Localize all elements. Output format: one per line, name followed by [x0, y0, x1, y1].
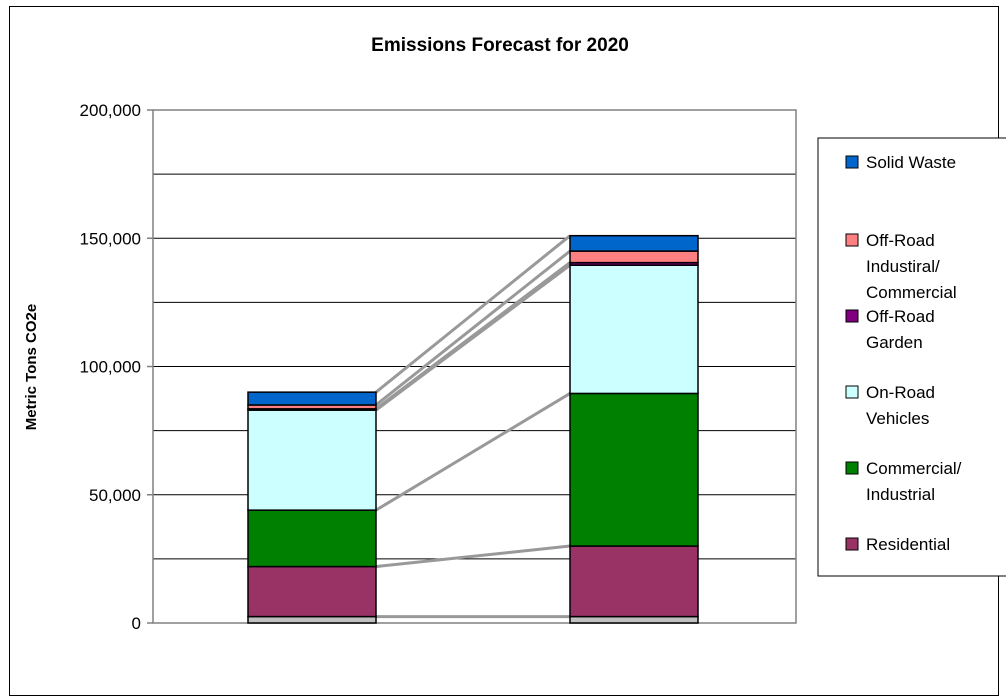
y-axis-ticks: 200,000 150,000 100,000 50,000 0 — [80, 101, 153, 633]
bar-segment-commercial — [247, 509, 377, 568]
legend-label: On-Road — [866, 383, 935, 402]
chart-title: Emissions Forecast for 2020 — [371, 35, 629, 56]
bar-segment-residential — [569, 545, 699, 618]
bar-segment-residential — [247, 565, 377, 618]
connector-line-residential — [375, 544, 571, 569]
bar-segment-onroad — [569, 264, 699, 395]
connector-line-garden — [375, 261, 571, 411]
legend-box — [817, 137, 1006, 577]
bar-segment-base — [569, 615, 699, 624]
legend-label: Solid Waste — [866, 153, 956, 172]
legend-label: Commercial — [866, 283, 957, 302]
legend-label: Industiral/ — [866, 257, 940, 276]
legend-label: Residential — [866, 535, 950, 554]
series-connector-lines — [375, 234, 571, 619]
bar-segment-solid_waste — [247, 391, 377, 406]
connector-line-solid_waste — [375, 234, 571, 394]
legend-swatch — [845, 233, 859, 247]
y-tick-label: 100,000 — [80, 358, 141, 377]
legend-label: Industrial — [866, 485, 935, 504]
y-tick-label: 0 — [132, 614, 141, 633]
y-tick-label: 200,000 — [80, 101, 141, 120]
legend-label: Vehicles — [866, 409, 929, 428]
y-axis-label: Metric Tons CO2e — [23, 304, 40, 430]
stacked-bars — [247, 234, 699, 624]
y-tick-label: 150,000 — [80, 229, 141, 248]
legend-label: Off-Road — [866, 307, 935, 326]
legend-swatch — [845, 461, 859, 475]
connector-line-offroad_ind — [375, 249, 571, 407]
legend-swatch — [845, 537, 859, 551]
legend-label: Commercial/ — [866, 459, 962, 478]
legend-swatch — [845, 155, 859, 169]
legend-label: Garden — [866, 333, 923, 352]
legend-swatch — [845, 309, 859, 323]
y-tick-label: 50,000 — [89, 486, 141, 505]
bar-segment-base — [247, 615, 377, 624]
legend: Solid Waste Off-Road Industiral/Commercial… — [817, 137, 1006, 577]
bar-segment-offroad_ind — [569, 250, 699, 264]
legend-swatch — [845, 385, 859, 399]
bar-segment-solid_waste — [569, 234, 699, 252]
legend-label: Off-Road — [866, 231, 935, 250]
bar-segment-commercial — [569, 392, 699, 547]
bar-segment-onroad — [247, 409, 377, 511]
connector-line-commercial — [375, 392, 571, 512]
